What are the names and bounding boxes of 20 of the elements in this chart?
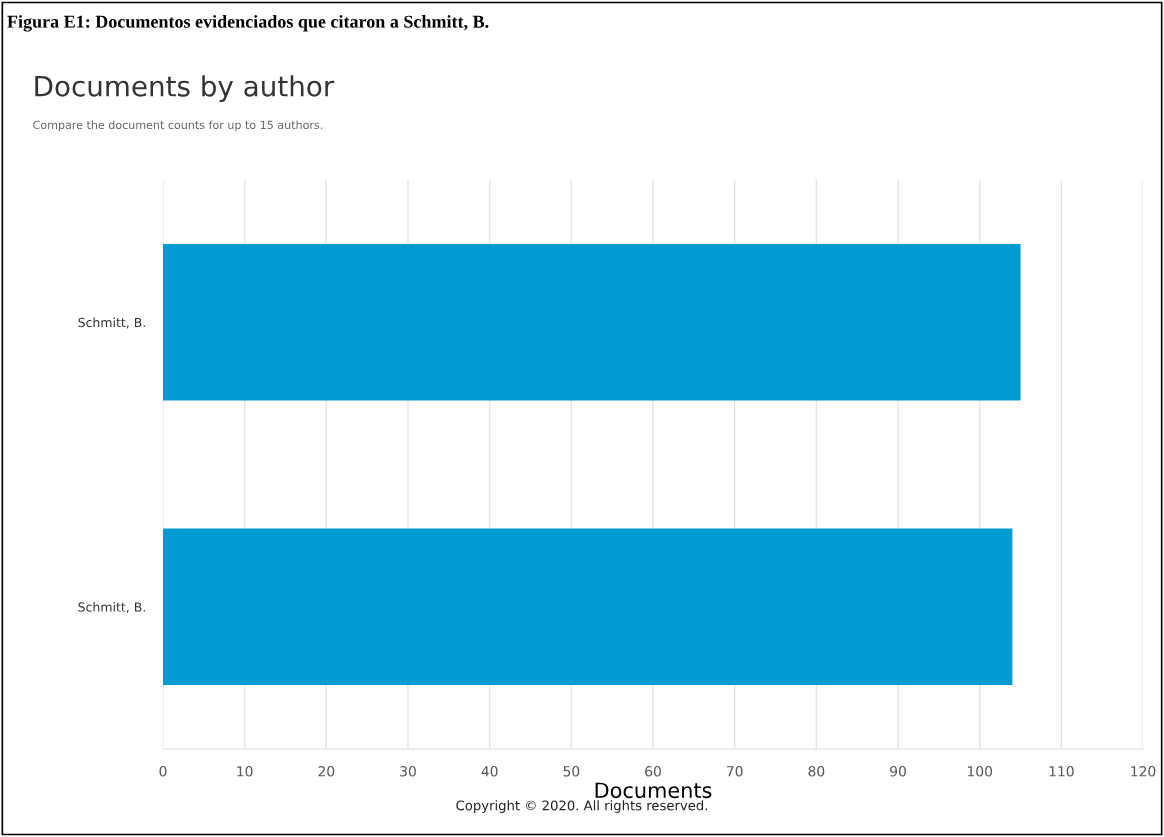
text: Copyright © 2020. All rights reserved. [456, 800, 707, 813]
x-tick-label: 120 [1131, 766, 1156, 777]
x-tick-label: 0 [159, 766, 167, 777]
x-tick-label: 110 [1049, 766, 1074, 777]
y-tick-label: Schmitt, B. [78, 602, 145, 614]
x-tick-label: 20 [318, 766, 335, 777]
x-tick-label: 60 [645, 766, 661, 777]
x-tick-label: 50 [563, 766, 580, 777]
x-tick-label: 100 [967, 766, 993, 777]
x-tick-label: 80 [808, 766, 825, 777]
x-axis-title: Documents [595, 782, 712, 799]
x-tick-label: 10 [237, 766, 253, 777]
chart-title: Documents by author [35, 75, 335, 103]
chart-subtitle: Compare the document counts for up to 15 authors. [33, 120, 323, 132]
x-tick-label: 40 [481, 766, 498, 777]
y-tick-label: Schmitt, B. [78, 317, 145, 329]
x-tick-label: 70 [726, 766, 743, 777]
x-tick-label: 30 [400, 766, 416, 777]
x-tick-label: 90 [890, 766, 906, 777]
text: Figura E1: Documentos evidenciados que citaron a Schmitt, B. [7, 15, 489, 32]
